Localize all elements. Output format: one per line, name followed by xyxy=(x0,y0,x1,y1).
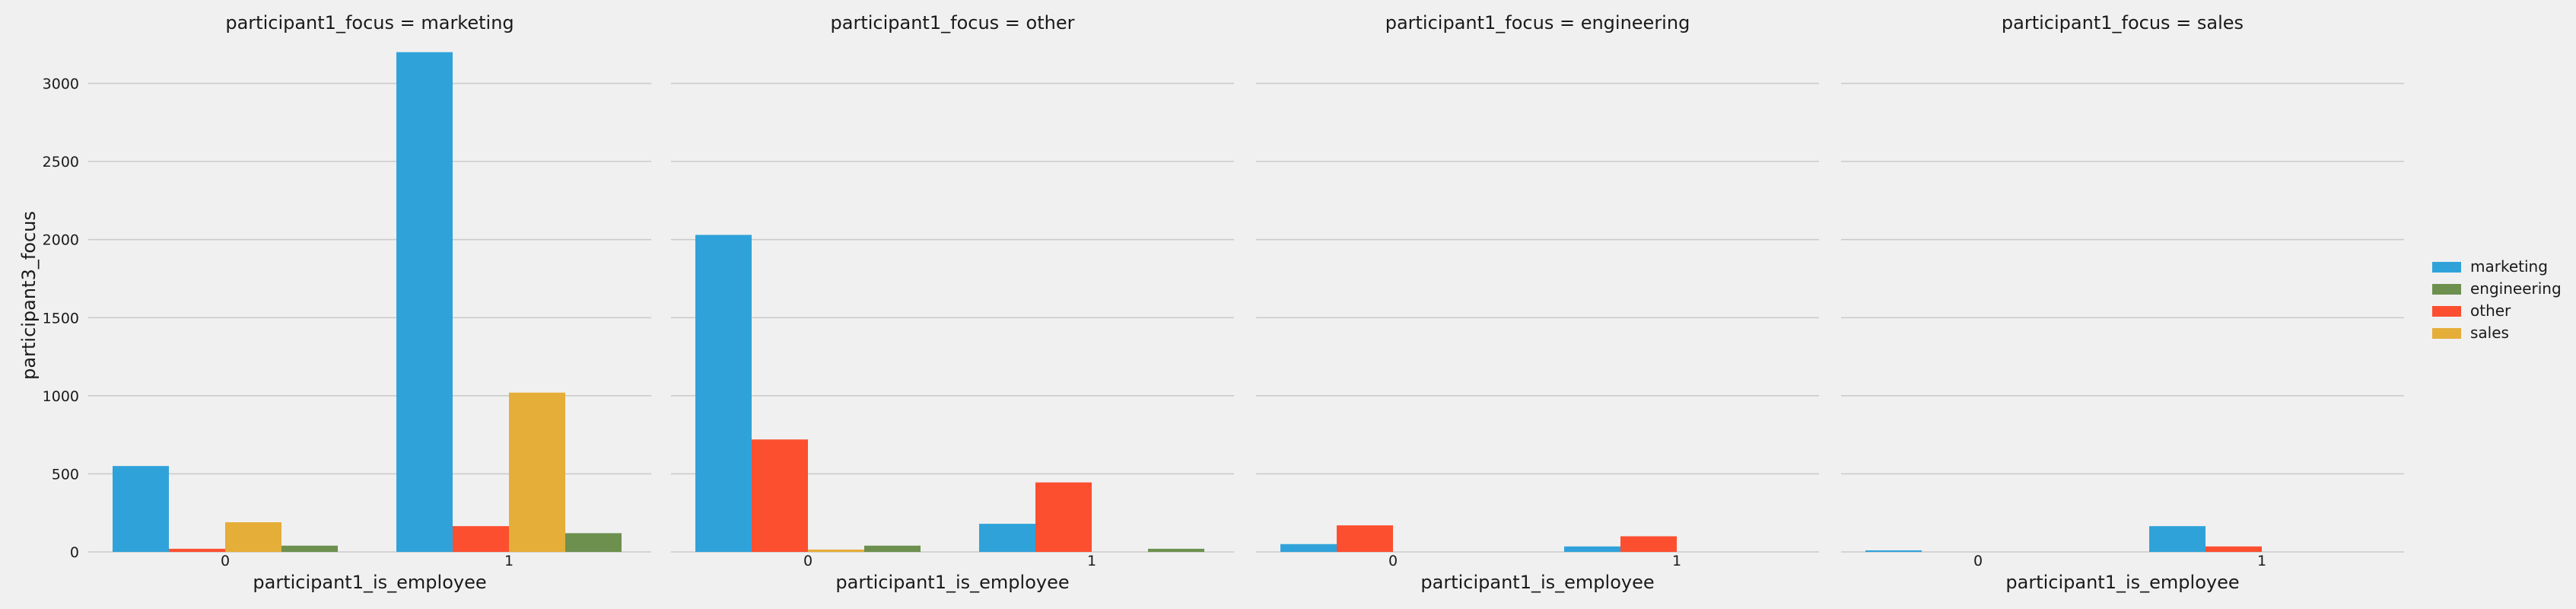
bar xyxy=(113,466,169,552)
facet-panel: participant1_focus = other 0 1 participant1… xyxy=(671,12,1234,593)
x-axis-label: participant1_is_employee xyxy=(2005,572,2239,593)
legend-swatch xyxy=(2432,306,2461,317)
legend-item: other xyxy=(2432,301,2511,320)
x-axis-label: participant1_is_employee xyxy=(253,572,486,593)
legend-swatch xyxy=(2432,328,2461,339)
facet-panel: 0 500 1000 1500 2000 2500 3000 participant1_foc… xyxy=(43,12,651,593)
bar xyxy=(1564,546,1620,552)
facet-panel: participant1_focus = engineering 0 1 partic… xyxy=(1256,12,1819,593)
bar xyxy=(1337,525,1393,552)
legend-label: marketing xyxy=(2470,257,2548,276)
facet-title: participant1_focus = sales xyxy=(2002,12,2244,33)
x-axis-label: participant1_is_employee xyxy=(835,572,1069,593)
bar xyxy=(169,548,225,552)
bar xyxy=(695,234,752,552)
x-tick-label: 1 xyxy=(2257,553,2266,569)
x-tick-label: 0 xyxy=(221,553,230,569)
facet-title: participant1_focus = engineering xyxy=(1385,12,1690,33)
bar xyxy=(453,526,509,552)
bar xyxy=(1620,536,1677,552)
x-axis-label: participant1_is_employee xyxy=(1420,572,1654,593)
legend-item: engineering xyxy=(2432,279,2562,298)
bar xyxy=(1148,548,1204,552)
y-tick-label: 2000 xyxy=(43,232,79,249)
y-tick-label: 3000 xyxy=(43,76,79,93)
facet-title: participant1_focus = marketing xyxy=(225,12,514,33)
y-tick-label: 1000 xyxy=(43,388,79,405)
y-tick-label: 1500 xyxy=(43,310,79,327)
bar xyxy=(1035,482,1092,552)
x-tick-label: 1 xyxy=(504,553,514,569)
x-tick-label: 0 xyxy=(1973,553,1983,569)
bar xyxy=(808,549,864,552)
facet-title: participant1_focus = other xyxy=(831,12,1075,33)
legend-item: marketing xyxy=(2432,257,2548,276)
bar xyxy=(2206,546,2262,552)
bar xyxy=(1280,544,1337,552)
x-tick-label: 1 xyxy=(1672,553,1681,569)
bar xyxy=(1865,550,1922,552)
legend-label: engineering xyxy=(2470,279,2562,298)
x-tick-label: 0 xyxy=(1388,553,1398,569)
bar xyxy=(225,522,281,552)
y-tick-label: 500 xyxy=(52,466,79,483)
bar xyxy=(979,524,1035,552)
legend-item: sales xyxy=(2432,324,2509,342)
y-tick-label: 0 xyxy=(70,544,79,561)
bar xyxy=(396,52,453,553)
bar xyxy=(752,439,808,552)
facet-panels: 050010001500200025003000participant1_foc… xyxy=(43,12,2404,593)
y-axis-label: participant3_focus xyxy=(18,211,40,380)
bar xyxy=(281,545,338,552)
bar xyxy=(2149,526,2206,552)
legend-swatch xyxy=(2432,262,2461,273)
bar xyxy=(864,545,921,552)
facet-panel: participant1_focus = sales 0 1 participant1… xyxy=(1841,12,2404,593)
x-tick-label: 1 xyxy=(1087,553,1096,569)
x-tick-label: 0 xyxy=(803,553,813,569)
y-tick-label: 2500 xyxy=(43,154,79,171)
legend-label: other xyxy=(2470,301,2511,320)
legend: marketing engineering other sales xyxy=(2432,257,2562,342)
legend-label: sales xyxy=(2470,324,2509,342)
legend-swatch xyxy=(2432,284,2461,295)
bar xyxy=(509,392,565,552)
bar xyxy=(565,533,622,552)
